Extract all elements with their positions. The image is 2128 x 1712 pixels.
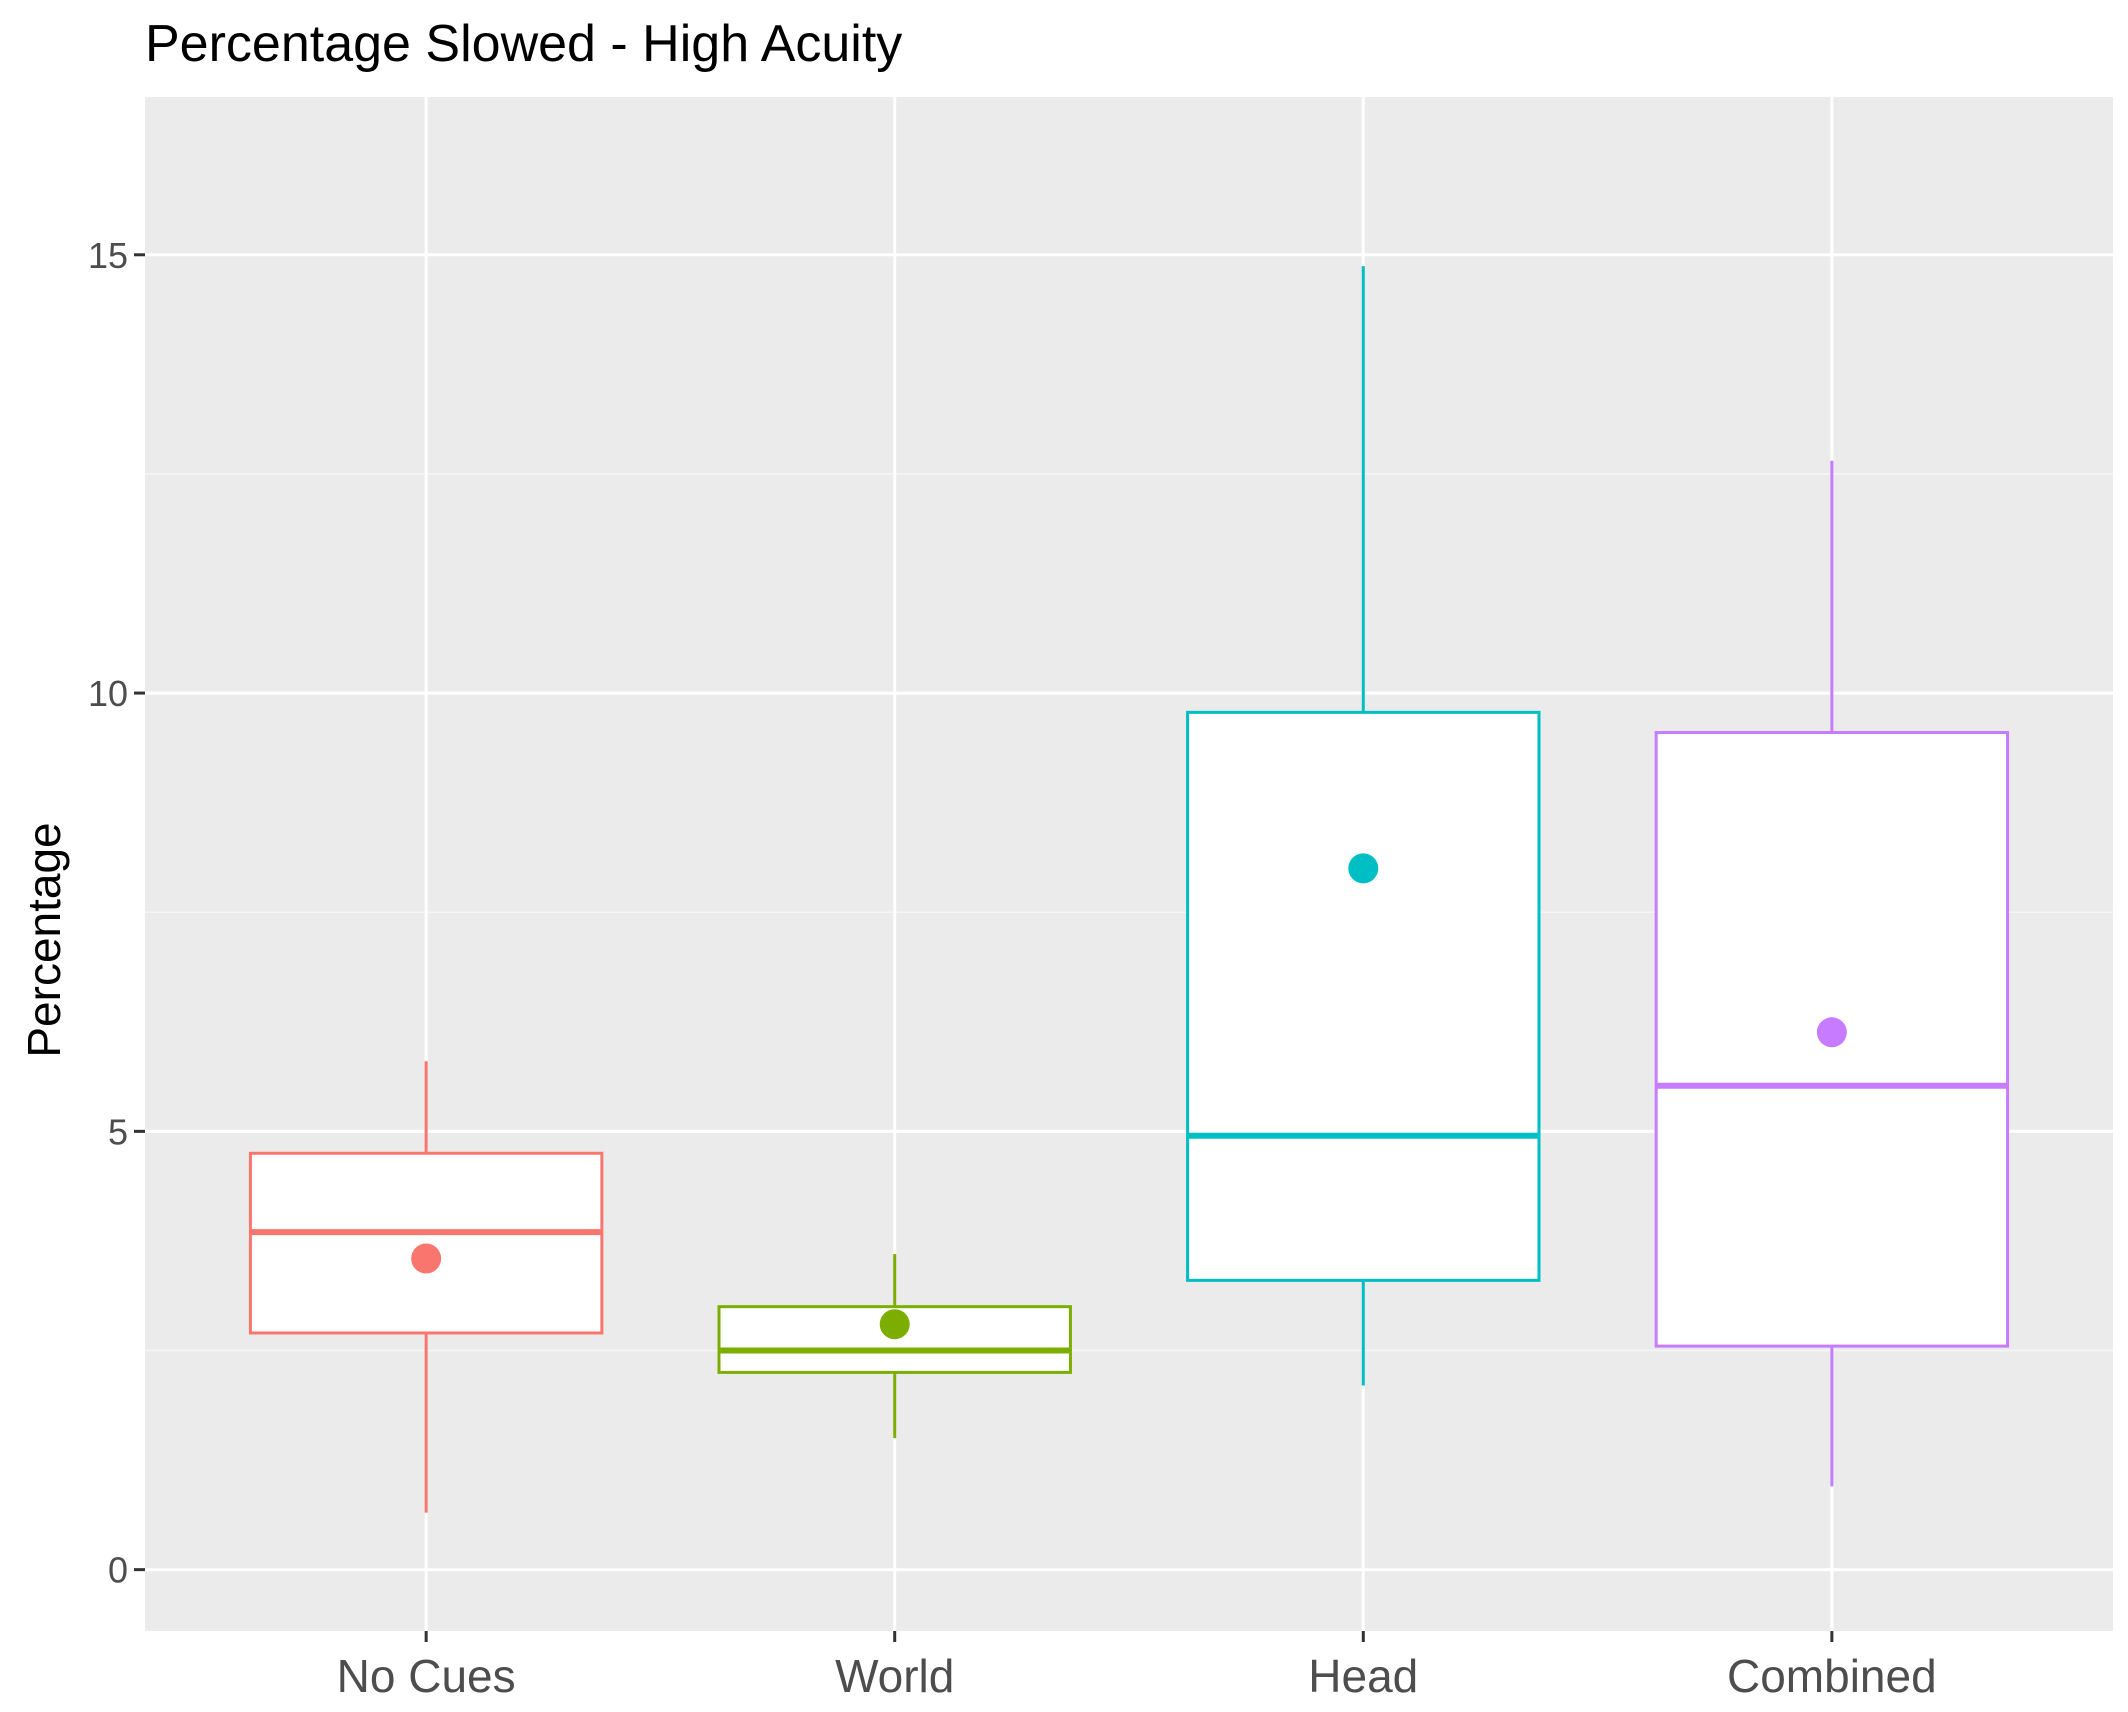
y-tick-label: 5 [108, 1111, 128, 1152]
box-group-combined [1654, 460, 2010, 1487]
x-tick-label: Head [1308, 1650, 1418, 1702]
box-group-head [1186, 266, 1541, 1386]
chart-title: Percentage Slowed - High Acuity [145, 15, 903, 73]
y-tick-label: 15 [88, 235, 128, 276]
x-tick-label: No Cues [337, 1650, 516, 1702]
y-tick-label: 0 [108, 1550, 128, 1591]
mean-point [1816, 1017, 1847, 1048]
y-axis-title: Percentage [18, 822, 70, 1057]
box-group-world [717, 1254, 1072, 1439]
mean-point [1348, 853, 1379, 884]
mean-point [411, 1243, 442, 1274]
x-tick-label: World [835, 1650, 954, 1702]
box-group-no-cues [248, 1061, 604, 1513]
mean-point [879, 1309, 910, 1340]
y-tick-label: 10 [88, 673, 128, 714]
x-tick-label: Combined [1727, 1650, 1937, 1702]
box-iqr [248, 1151, 604, 1335]
box-iqr [1186, 710, 1541, 1282]
